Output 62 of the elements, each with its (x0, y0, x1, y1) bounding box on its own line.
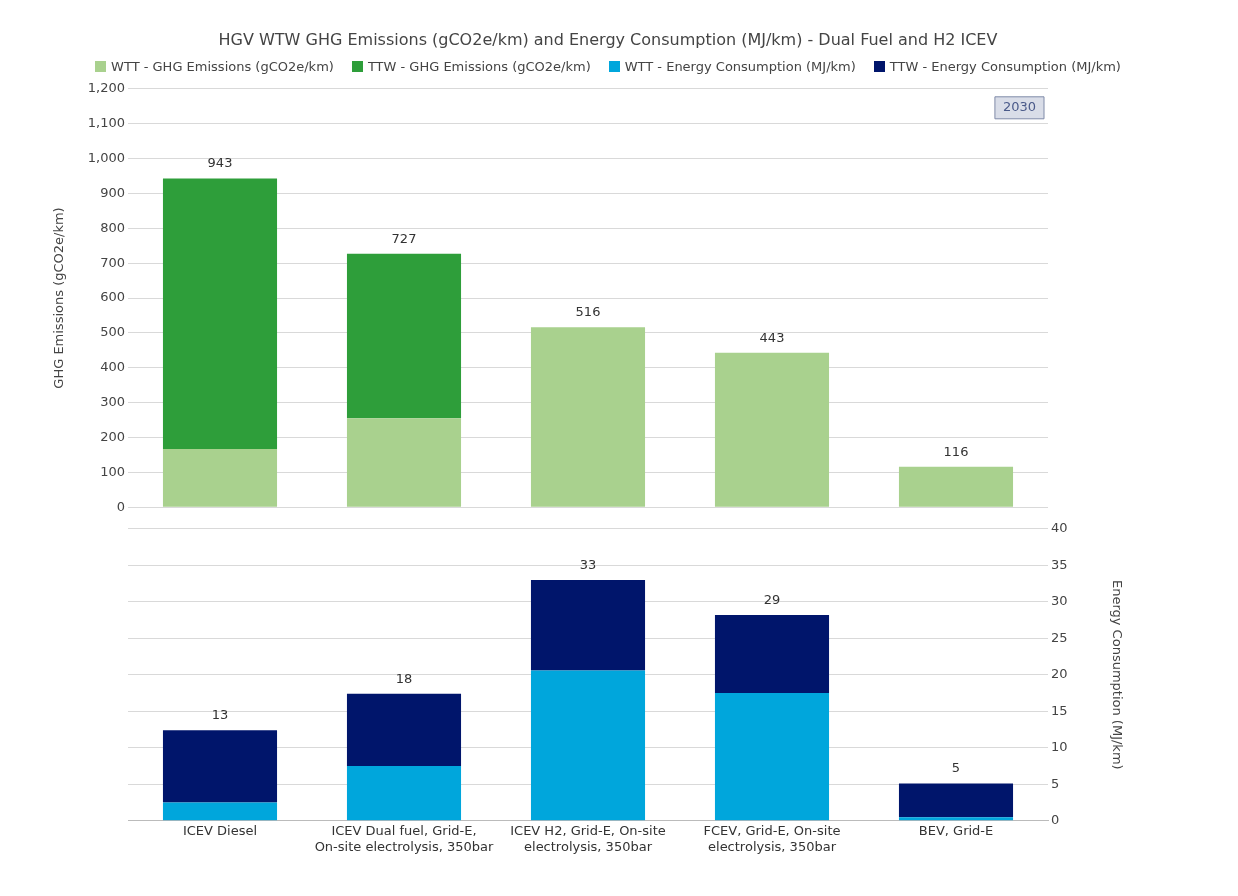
y-tick-label: 500 (100, 324, 125, 340)
bar (898, 466, 1014, 507)
total-label: 443 (759, 329, 785, 345)
bar (530, 579, 646, 671)
bar (898, 817, 1014, 821)
y2-tick-label: 20 (1051, 666, 1068, 682)
bar (898, 783, 1014, 818)
bar (162, 802, 278, 821)
y2-tick-label: 35 (1051, 556, 1068, 572)
y-tick-label: 100 (100, 463, 125, 479)
y2-axis-title: Energy Consumption (MJ/km) (1109, 579, 1125, 770)
y-tick-label: 1,100 (87, 115, 125, 131)
total-label: 18 (395, 670, 413, 686)
legend-label: WTT - Energy Consumption (MJ/km) (624, 59, 856, 74)
bar (714, 614, 830, 694)
x-tick-label: ICEV Diesel (182, 822, 258, 838)
y2-tick-label: 15 (1051, 702, 1068, 718)
bar (346, 693, 462, 767)
y-tick-label: 900 (100, 184, 125, 200)
bar (346, 418, 462, 507)
bar (530, 670, 646, 821)
total-label: 5 (951, 760, 961, 776)
y-tick-label: 200 (100, 428, 125, 444)
y-tick-label: 800 (100, 219, 125, 235)
bar (162, 178, 278, 449)
y-tick-label: 400 (100, 359, 125, 375)
total-label: 29 (763, 591, 781, 607)
y-tick-label: 1,200 (87, 80, 125, 96)
x-tick-label: FCEV, Grid-E, On-site electrolysis, 350bar (703, 822, 841, 854)
y2-tick-label: 40 (1051, 520, 1068, 536)
y2-tick-label: 5 (1051, 775, 1060, 791)
total-label: 116 (943, 443, 969, 459)
y-tick-label: 0 (116, 498, 125, 514)
bar (162, 448, 278, 507)
total-label: 943 (207, 155, 233, 171)
y-tick-label: 300 (100, 393, 125, 409)
bar (530, 327, 646, 507)
legend-label: TTW - Energy Consumption (MJ/km) (889, 59, 1121, 74)
bar (346, 253, 462, 419)
chart-title: HGV WTW GHG Emissions (gCO2e/km) and Energy Consumption (MJ/km) - Dual Fuel and H2 ICEV (217, 30, 999, 49)
y2-tick-label: 25 (1051, 629, 1068, 645)
bar (714, 693, 830, 821)
total-label: 516 (575, 304, 601, 320)
total-label: 33 (579, 556, 597, 572)
x-tick-label: BEV, Grid-E (918, 822, 994, 838)
bar (162, 730, 278, 803)
legend-label: WTT - GHG Emissions (gCO2e/km) (111, 59, 334, 74)
y2-tick-label: 10 (1051, 739, 1068, 755)
y2-tick-label: 30 (1051, 593, 1068, 609)
y-axis-title: GHG Emissions (gCO2e/km) (51, 207, 67, 389)
annotation: 2030 (1002, 99, 1036, 115)
legend-label: TTW - GHG Emissions (gCO2e/km) (367, 59, 591, 74)
y2-tick-label: 0 (1051, 812, 1060, 828)
bar (346, 766, 462, 821)
y-tick-label: 600 (100, 289, 125, 305)
bar (714, 352, 830, 507)
total-label: 727 (391, 230, 417, 246)
y-tick-label: 700 (100, 254, 125, 270)
x-tick-label: ICEV H2, Grid-E, On-site electrolysis, 350bar (510, 822, 666, 854)
x-tick-label: ICEV Dual fuel, Grid-E, On-site electrolysis, 350bar (314, 822, 495, 854)
y-tick-label: 1,000 (87, 149, 125, 165)
total-label: 13 (211, 707, 229, 723)
